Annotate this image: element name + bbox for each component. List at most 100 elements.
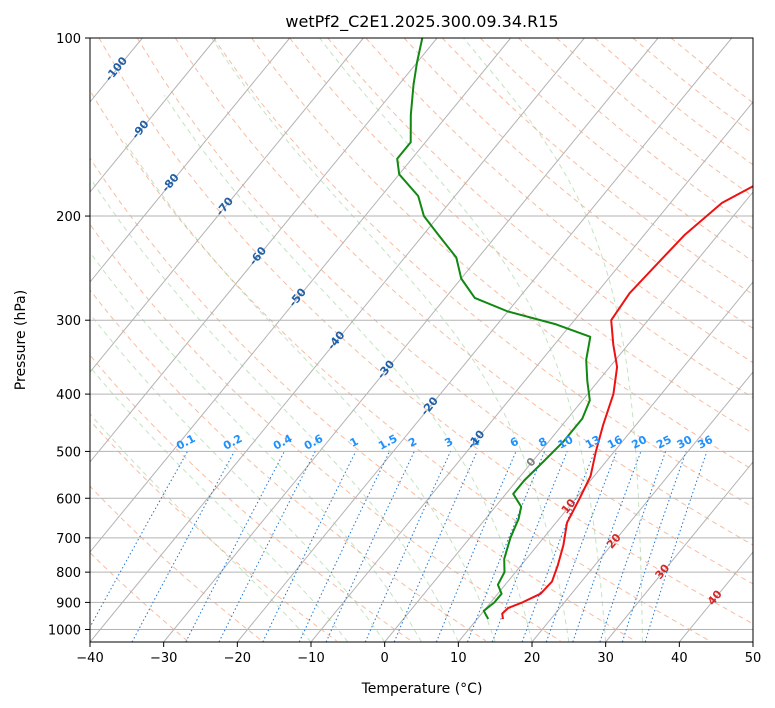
- mixing-ratio-line: [435, 451, 517, 642]
- mixing-ratio-line: [364, 451, 451, 642]
- moist-adiabat: [319, 38, 607, 642]
- isotherm: [90, 38, 585, 642]
- mixing-ratio-label: 10: [556, 433, 576, 452]
- moist-adiabat: [211, 38, 570, 642]
- isotherm: [0, 38, 69, 642]
- x-tick-label: −10: [297, 651, 324, 666]
- chart-title: wetPf2_C2E1.2025.300.09.34.R15: [285, 12, 558, 32]
- dry-adiabat: [670, 38, 753, 104]
- y-tick-label: 100: [56, 32, 81, 47]
- mixing-ratio-label: 0.4: [271, 432, 295, 453]
- x-tick-label: 40: [671, 651, 688, 666]
- axes: −40 −30 −20 −10 0 10 20 30 40 5010020030040050060…: [48, 32, 761, 666]
- isotherm: [531, 371, 753, 642]
- isotherm: [163, 38, 659, 642]
- y-tick-label: 500: [56, 445, 81, 460]
- isotherm: [605, 461, 753, 642]
- y-tick-label: 400: [56, 388, 81, 403]
- mixing-ratio-line: [131, 451, 235, 642]
- mixing-ratio-label: 8: [536, 435, 549, 450]
- y-tick-label: 600: [56, 492, 81, 507]
- dry-adiabat: [174, 38, 753, 546]
- mixing-ratio-line: [599, 451, 667, 642]
- y-tick-label: 1000: [48, 623, 81, 638]
- mixing-ratio-line: [262, 451, 357, 642]
- dry-adiabat: [594, 38, 753, 166]
- dry-adiabat: [212, 38, 753, 508]
- dry-adiabat: [90, 354, 412, 642]
- isotherm: [752, 641, 753, 642]
- isotherm: [236, 38, 733, 642]
- mixing-ratio-label: 1.5: [376, 432, 399, 453]
- plot-frame: [89, 37, 754, 643]
- mixing-ratio-label: 0.2: [221, 432, 244, 453]
- mixing-ratio-label: 30: [675, 433, 695, 452]
- moist-adiabat: [163, 95, 533, 642]
- isotherm: [90, 38, 438, 463]
- x-tick-label: −40: [76, 651, 103, 666]
- dry-adiabat: [90, 419, 337, 642]
- moist-adiabat: [90, 413, 312, 642]
- mixing-ratio-label: 1: [348, 435, 361, 450]
- y-tick-label: 800: [56, 566, 81, 581]
- dry-adiabat: [90, 223, 561, 642]
- isotherm: [384, 191, 753, 642]
- isotherm: [310, 101, 753, 642]
- y-tick-label: 200: [56, 210, 81, 225]
- y-tick-label: 700: [56, 532, 81, 547]
- mixing-ratio-label: 2: [406, 435, 419, 450]
- dry-adiabat: [518, 38, 753, 230]
- mixing-ratio-label: 36: [695, 433, 715, 452]
- x-tick-label: 30: [597, 651, 614, 666]
- isotherm: [90, 38, 291, 283]
- background-lines: [0, 38, 753, 642]
- x-tick-label: 20: [524, 651, 541, 666]
- isotherm: [90, 38, 217, 193]
- mixing-ratio-line: [298, 451, 390, 642]
- mixing-ratio-label: 20: [629, 433, 649, 452]
- mixing-ratio-line: [467, 451, 545, 642]
- mixing-ratio-line: [491, 451, 568, 642]
- mixing-ratio-line: [218, 451, 316, 642]
- mixing-ratio-label: 25: [654, 433, 674, 452]
- dry-adiabat: [403, 38, 753, 329]
- dry-adiabat: [251, 38, 753, 471]
- mixing-ratio-label: 3: [442, 435, 455, 450]
- mixing-ratio-line: [393, 451, 478, 642]
- mixing-ratio-label: 13: [583, 433, 603, 452]
- tan-curve: [54, 38, 85, 641]
- mixing-ratio-line: [621, 451, 687, 642]
- dry-adiabat: [90, 289, 487, 642]
- mixing-ratio-line: [644, 451, 708, 642]
- x-tick-label: −30: [150, 651, 177, 666]
- moist-adiabat: [90, 313, 386, 642]
- y-axis-label: Pressure (hPa): [13, 290, 29, 390]
- isotherm: [90, 38, 364, 373]
- mixing-ratio-label: 0.1: [174, 432, 197, 453]
- dry-adiabat: [441, 38, 753, 296]
- mixing-ratio-line: [521, 451, 596, 642]
- moist-adiabat: [90, 251, 422, 642]
- x-axis-label: Temperature (°C): [361, 681, 483, 697]
- dry-adiabat: [90, 485, 263, 642]
- isotherm: [678, 551, 753, 642]
- moist-adiabat: [92, 181, 459, 642]
- dry-adiabat: [365, 38, 753, 364]
- moist-adiabat: [463, 38, 643, 642]
- moist-adiabat: [124, 141, 496, 642]
- mixing-ratio-line: [185, 451, 285, 642]
- y-tick-label: 300: [56, 314, 81, 329]
- x-tick-label: 10: [450, 651, 467, 666]
- y-tick-label: 900: [56, 596, 81, 611]
- dry-adiabat: [632, 38, 753, 135]
- x-tick-label: 0: [381, 651, 389, 666]
- mixing-ratio-line: [572, 451, 642, 642]
- isotherm: [90, 38, 512, 553]
- dry-adiabat: [327, 38, 753, 399]
- isotherm: [457, 281, 753, 642]
- dry-adiabat: [90, 157, 636, 642]
- profiles: [396, 38, 753, 620]
- x-tick-label: −20: [224, 651, 251, 666]
- dry-adiabat: [90, 551, 188, 642]
